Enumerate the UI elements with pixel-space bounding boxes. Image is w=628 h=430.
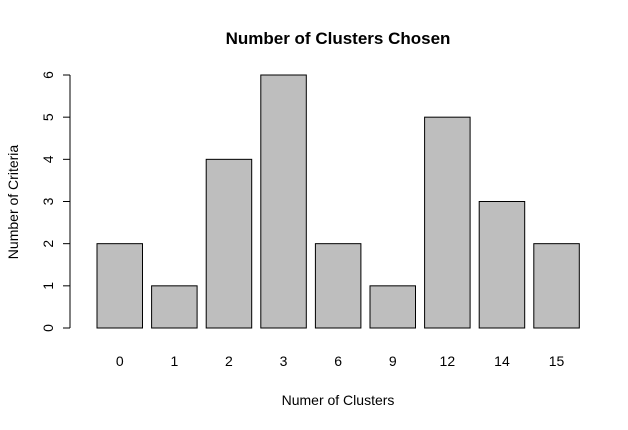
y-tick-label: 6 <box>40 71 56 79</box>
y-tick-label: 1 <box>40 282 56 290</box>
x-tick-label: 1 <box>170 353 178 369</box>
y-tick-label: 2 <box>40 240 56 248</box>
x-tick-label: 9 <box>389 353 397 369</box>
bar-6 <box>314 243 362 329</box>
y-tick-label: 5 <box>40 113 56 121</box>
x-tick-label: 12 <box>440 353 456 369</box>
x-tick-labels: 0 1 2 3 6 9 12 14 15 <box>116 353 565 369</box>
x-tick-label: 3 <box>280 353 288 369</box>
y-axis-label: Number of Criteria <box>5 145 21 260</box>
y-tick-label: 3 <box>40 197 56 205</box>
bar-3 <box>260 74 307 329</box>
x-axis-label: Numer of Clusters <box>282 392 395 408</box>
x-tick-label: 0 <box>116 353 124 369</box>
bar-12 <box>424 116 471 329</box>
y-tick-label: 4 <box>40 155 56 163</box>
bar-14 <box>478 201 526 329</box>
y-axis: 0 1 2 3 4 5 6 <box>40 71 71 332</box>
x-tick-label: 14 <box>494 353 510 369</box>
bar-2 <box>205 158 253 329</box>
x-tick-label: 2 <box>225 353 233 369</box>
chart-title: Number of Clusters Chosen <box>226 29 451 48</box>
y-tick-label: 0 <box>40 324 56 332</box>
bar-9 <box>369 285 416 329</box>
bar-1 <box>151 285 198 329</box>
x-tick-label: 15 <box>549 353 565 369</box>
bar-0 <box>96 243 143 329</box>
bar-15 <box>533 243 580 329</box>
x-tick-label: 6 <box>334 353 342 369</box>
bars-group <box>96 74 580 329</box>
